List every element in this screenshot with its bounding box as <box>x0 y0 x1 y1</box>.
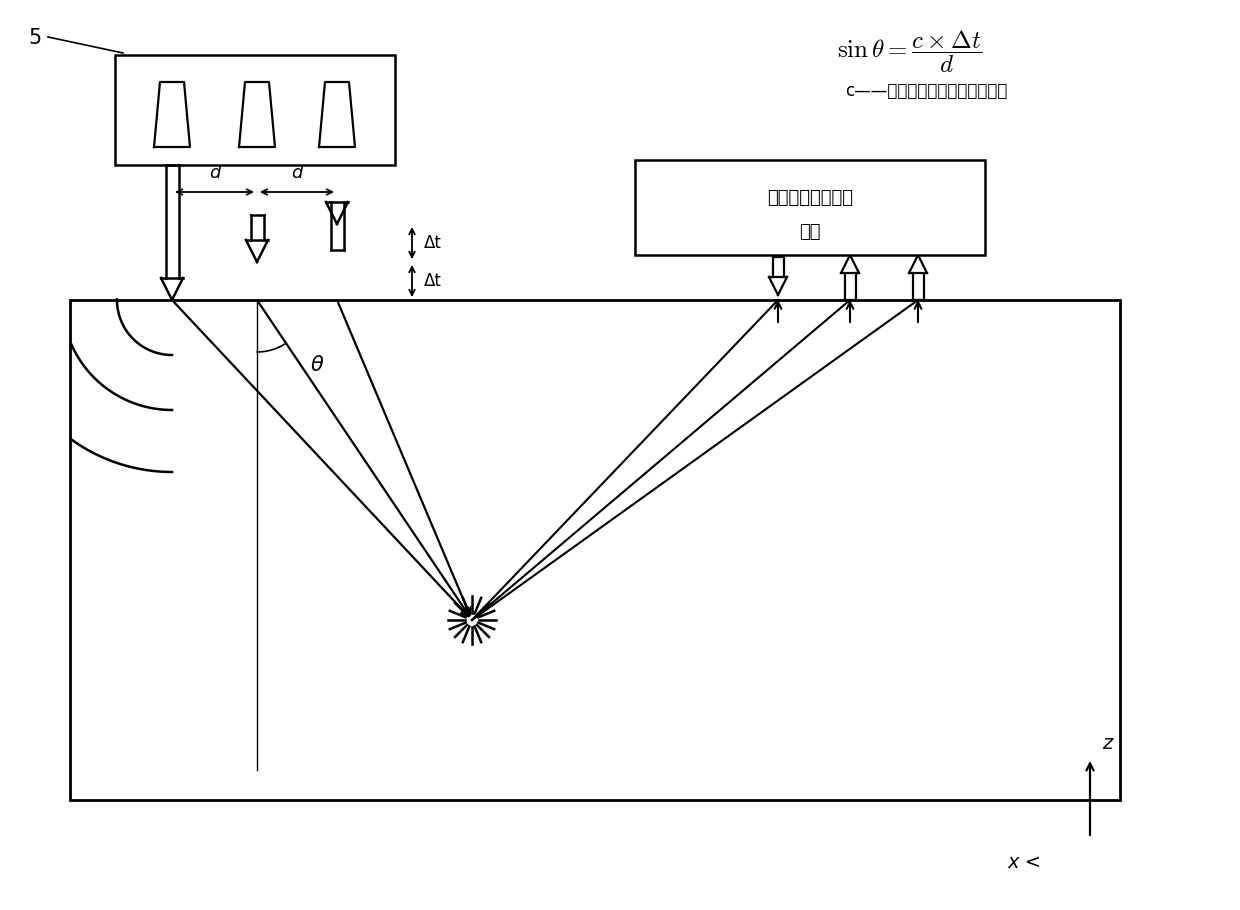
Text: 装置: 装置 <box>800 224 821 241</box>
Text: Δt: Δt <box>424 234 441 252</box>
Bar <box>69 300 1120 800</box>
Bar <box>115 55 396 165</box>
Text: d: d <box>291 164 303 182</box>
Text: 5: 5 <box>29 28 41 48</box>
Text: θ: θ <box>311 355 324 375</box>
Bar <box>635 160 985 255</box>
Text: Δt: Δt <box>424 272 441 290</box>
Text: $\sin\theta = \dfrac{c \times \Delta t}{d}$: $\sin\theta = \dfrac{c \times \Delta t}{… <box>837 28 982 75</box>
Text: x <: x < <box>1008 854 1042 873</box>
Text: 激光超声信号检测: 激光超声信号检测 <box>768 188 853 207</box>
Text: d: d <box>208 164 221 182</box>
Text: c——超声波在被测样品中的波速: c——超声波在被测样品中的波速 <box>844 82 1007 100</box>
Text: z: z <box>1102 734 1112 753</box>
